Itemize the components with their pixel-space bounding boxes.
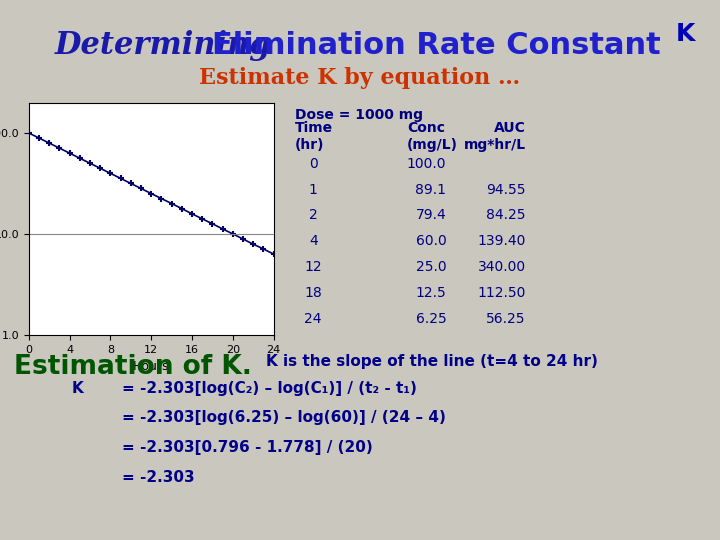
Text: K is the slope of the line (t=4 to 24 hr): K is the slope of the line (t=4 to 24 hr… [266,354,598,369]
Text: K: K [675,22,695,45]
Text: Time: Time [295,122,333,136]
Text: 25.0: 25.0 [415,260,446,274]
Text: 340.00: 340.00 [477,260,526,274]
Text: Estimate K by equation …: Estimate K by equation … [199,68,521,89]
Text: 79.4: 79.4 [415,208,446,222]
Text: = -2.303[log(6.25) – log(60)] / (24 – 4): = -2.303[log(6.25) – log(60)] / (24 – 4) [122,410,446,426]
Text: Elimination Rate Constant: Elimination Rate Constant [212,31,661,60]
Text: 56.25: 56.25 [486,312,526,326]
Text: 18: 18 [305,286,322,300]
Text: (mg/L): (mg/L) [407,138,458,152]
Text: 4: 4 [309,234,318,248]
Text: 112.50: 112.50 [477,286,526,300]
Text: 2: 2 [309,208,318,222]
Text: = -2.303[0.796 - 1.778] / (20): = -2.303[0.796 - 1.778] / (20) [122,440,373,455]
Text: mg*hr/L: mg*hr/L [464,138,526,152]
Text: Determining: Determining [55,30,271,62]
Text: = -2.303[log(C₂) – log(C₁)] / (t₂ - t₁): = -2.303[log(C₂) – log(C₁)] / (t₂ - t₁) [122,381,418,396]
Text: = -2.303: = -2.303 [122,470,195,485]
Text: 12.5: 12.5 [415,286,446,300]
X-axis label: Hours: Hours [133,360,169,373]
Text: Dose = 1000 mg: Dose = 1000 mg [295,108,423,122]
Text: 89.1: 89.1 [415,183,446,197]
Text: (hr): (hr) [295,138,325,152]
Text: 24: 24 [305,312,322,326]
Text: AUC: AUC [494,122,526,136]
Text: 94.55: 94.55 [486,183,526,197]
Text: 139.40: 139.40 [477,234,526,248]
Text: 100.0: 100.0 [407,157,446,171]
Text: 60.0: 60.0 [415,234,446,248]
Text: 12: 12 [305,260,322,274]
Text: 0: 0 [309,157,318,171]
Text: Conc: Conc [407,122,445,136]
Text: 1: 1 [309,183,318,197]
Text: 84.25: 84.25 [486,208,526,222]
Text: Estimation of K.: Estimation of K. [14,354,252,380]
Text: 6.25: 6.25 [415,312,446,326]
Text: K: K [72,381,84,396]
